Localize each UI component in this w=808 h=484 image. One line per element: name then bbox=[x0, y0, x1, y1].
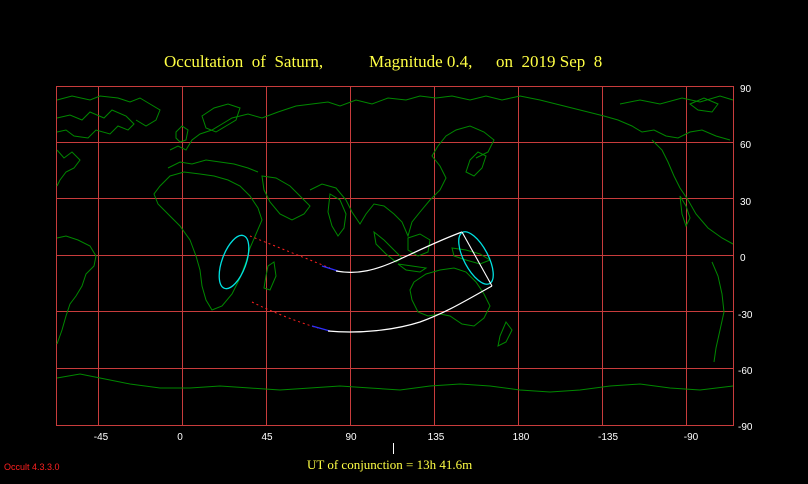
coastline-canada-arctic bbox=[619, 95, 734, 105]
coastline-north-america-pacific bbox=[651, 139, 734, 245]
lon-label: 135 bbox=[428, 432, 445, 443]
north-limit-line bbox=[335, 231, 463, 273]
lon-labels: -45 0 45 90 135 180 -135 -90 bbox=[94, 432, 699, 443]
coastline-japan bbox=[465, 151, 487, 177]
coastline-scandinavia bbox=[201, 103, 241, 133]
shadow-outline-west bbox=[218, 234, 250, 290]
coastline-alaska bbox=[603, 115, 731, 141]
coastline-antarctica bbox=[56, 373, 734, 393]
lat-label: 30 bbox=[740, 197, 752, 208]
page-title: Occultation of Saturn, Magnitude 0.4, on… bbox=[0, 52, 808, 74]
north-limit-dotted bbox=[249, 235, 331, 269]
lon-label: 180 bbox=[513, 432, 530, 443]
coastline-new-guinea bbox=[451, 247, 492, 265]
version-label: Occult 4.3.3.0 bbox=[4, 462, 60, 472]
coastlines bbox=[56, 95, 734, 393]
north-limit-blue bbox=[321, 265, 339, 272]
coastline-madagascar bbox=[263, 261, 277, 291]
coastline-north-america-west bbox=[56, 109, 135, 139]
lon-label: 45 bbox=[261, 432, 273, 443]
lon-label: 90 bbox=[345, 432, 357, 443]
coastline-north-america-east bbox=[56, 149, 81, 187]
south-limit-blue bbox=[311, 325, 331, 332]
coastline-new-zealand bbox=[497, 321, 513, 347]
coastline-siberia bbox=[435, 95, 605, 117]
coastline-java bbox=[397, 263, 428, 273]
lon-label: 0 bbox=[177, 432, 183, 443]
conjunction-time: UT of conjunction = 13h 41.6m bbox=[307, 457, 473, 472]
coastline-baja bbox=[679, 195, 691, 228]
title-date: on 2019 Sep 8 bbox=[496, 52, 603, 71]
coastline-greenland-west bbox=[56, 95, 161, 127]
lon-label: -135 bbox=[598, 432, 618, 443]
lat-label: 90 bbox=[740, 84, 752, 95]
lat-labels: 90 60 30 0 -30 -60 -90 bbox=[738, 84, 753, 433]
coastline-europe bbox=[169, 95, 437, 151]
lat-label: 0 bbox=[740, 253, 746, 264]
lon-label: -45 bbox=[94, 432, 109, 443]
coastline-australia bbox=[409, 267, 491, 327]
coastline-borneo bbox=[407, 233, 431, 257]
map-frame bbox=[56, 86, 734, 426]
south-limit-dotted bbox=[251, 301, 319, 329]
lat-label: 60 bbox=[740, 140, 752, 151]
coastline-mediterranean bbox=[167, 159, 259, 173]
occultation-path bbox=[218, 231, 494, 333]
coastline-arabia bbox=[261, 175, 311, 221]
coastline-south-america bbox=[56, 235, 97, 345]
map-grid bbox=[57, 87, 733, 425]
lat-label: -30 bbox=[738, 310, 753, 321]
south-limit-line bbox=[327, 285, 493, 333]
coastline-asia-south bbox=[309, 125, 495, 238]
coastline-arctic-islands bbox=[689, 97, 719, 113]
coastline-sumatra bbox=[373, 230, 403, 263]
path-end-edge-east bbox=[461, 231, 493, 287]
title-object: Occultation of Saturn, bbox=[164, 52, 324, 71]
coastline-south-america-west bbox=[711, 261, 725, 363]
lat-label: -90 bbox=[738, 422, 753, 433]
coastline-britain bbox=[175, 125, 189, 143]
lon-label: -90 bbox=[684, 432, 699, 443]
lat-label: -60 bbox=[738, 366, 753, 377]
title-magnitude: Magnitude 0.4, bbox=[369, 52, 473, 71]
coastline-india bbox=[327, 193, 347, 237]
coastline-africa bbox=[153, 171, 263, 311]
